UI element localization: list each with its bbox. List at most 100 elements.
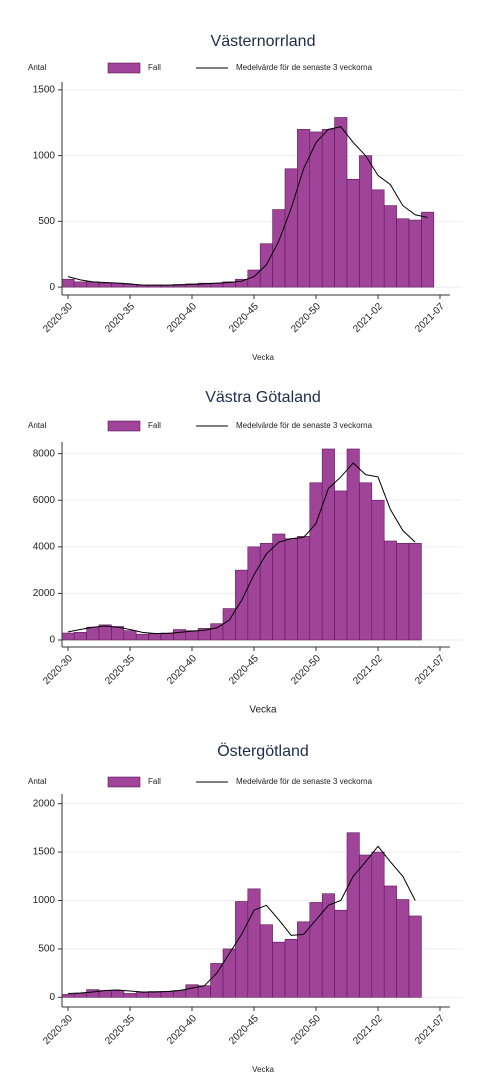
x-tick-label: 2020-45: [227, 301, 261, 335]
x-axis-label: Vecka: [249, 705, 277, 716]
bar: [98, 282, 112, 288]
y-axis-label: Antal: [28, 421, 46, 430]
bar: [111, 990, 125, 998]
bar: [297, 129, 311, 288]
x-tick-label: 2020-30: [41, 653, 75, 687]
bar: [383, 540, 397, 641]
bar: [421, 211, 435, 288]
bar: [210, 623, 224, 641]
y-tick-label: 500: [38, 944, 55, 955]
x-tick-label: 2020-30: [41, 1013, 75, 1047]
bar: [148, 633, 162, 641]
bar: [359, 482, 373, 641]
bar: [123, 284, 137, 288]
chart: Västra Götaland Antal 0 2000 4000 6000 8000 Fal…: [28, 389, 462, 716]
y-tick-label: 2000: [33, 798, 56, 809]
y-tick-label: 0: [49, 282, 55, 293]
bar: [272, 533, 286, 641]
bar: [346, 178, 360, 288]
chart-title: Västra Götaland: [205, 389, 321, 406]
bar: [185, 630, 199, 641]
legend-label: Fall: [148, 63, 161, 72]
legend-label: Fall: [148, 777, 161, 786]
x-tick-label: 2020-45: [227, 653, 261, 687]
bar: [297, 536, 311, 641]
bar: [371, 189, 385, 288]
x-tick-label: 2021-02: [351, 653, 385, 687]
bar: [247, 888, 261, 998]
bar: [321, 448, 335, 641]
bar: [284, 938, 298, 998]
bar: [334, 909, 348, 998]
average-line: [67, 462, 416, 634]
bar: [247, 546, 261, 641]
legend-label: Medelvärde för de senaste 3 veckorna: [236, 421, 373, 430]
x-tick-label: 2020-45: [227, 1013, 261, 1047]
bar: [359, 155, 373, 288]
y-tick-label: 500: [38, 216, 55, 227]
bar: [98, 990, 112, 998]
bar: [197, 985, 211, 998]
bar: [86, 626, 100, 641]
bar: [173, 990, 187, 998]
y-tick-label: 6000: [33, 495, 56, 506]
legend-swatch: [107, 776, 141, 788]
bar: [334, 117, 348, 288]
bar: [135, 992, 149, 998]
x-tick-label: 2021-07: [413, 301, 447, 335]
bar: [408, 915, 422, 998]
x-tick-label: 2020-30: [41, 301, 75, 335]
y-axis-label: Antal: [28, 777, 46, 786]
bar: [160, 632, 174, 641]
bar: [396, 218, 410, 288]
chart-title: Västernorrland: [211, 33, 316, 50]
bar: [309, 902, 323, 998]
legend-label: Fall: [148, 421, 161, 430]
bar: [185, 984, 199, 998]
bar: [321, 129, 335, 288]
bar: [73, 632, 87, 641]
x-axis-label: Vecka: [252, 353, 274, 362]
bar: [346, 448, 360, 641]
legend-label: Medelvärde för de senaste 3 veckorna: [236, 63, 373, 72]
y-tick-label: 1000: [33, 150, 56, 161]
y-tick-label: 0: [49, 992, 55, 1003]
legend-swatch: [107, 62, 141, 74]
bar: [309, 131, 323, 288]
bar: [86, 281, 100, 288]
x-tick-label: 2020-50: [289, 653, 323, 687]
bar: [222, 948, 236, 998]
y-tick-label: 0: [49, 635, 55, 646]
bar: [334, 490, 348, 641]
bar: [235, 901, 249, 998]
x-tick-label: 2020-35: [103, 301, 137, 335]
y-tick-label: 1000: [33, 895, 56, 906]
x-tick-label: 2020-50: [289, 301, 323, 335]
chart: Västernorrland Antal 0 500 1000 1500 Fall Medel…: [28, 33, 462, 362]
x-tick-label: 2020-40: [165, 653, 199, 687]
bar: [408, 219, 422, 288]
average-line: [67, 126, 428, 286]
y-axis-label: Antal: [28, 63, 46, 72]
bar: [61, 278, 75, 288]
x-tick-label: 2020-35: [103, 1013, 137, 1047]
legend-swatch: [107, 420, 141, 432]
bar: [309, 482, 323, 641]
bar: [396, 899, 410, 998]
x-tick-label: 2020-50: [289, 1013, 323, 1047]
y-tick-label: 4000: [33, 541, 56, 552]
bar: [210, 963, 224, 998]
chart-title: Östergötland: [217, 742, 309, 760]
bar: [383, 885, 397, 998]
bar: [346, 832, 360, 998]
chart: Östergötland Antal 0 500 1000 1500 2000 Fall Med…: [28, 742, 462, 1074]
bar: [284, 168, 298, 288]
bar: [235, 278, 249, 288]
bar: [272, 941, 286, 998]
bar: [297, 921, 311, 998]
bar: [73, 993, 87, 998]
bar: [259, 543, 273, 641]
bar: [359, 854, 373, 998]
